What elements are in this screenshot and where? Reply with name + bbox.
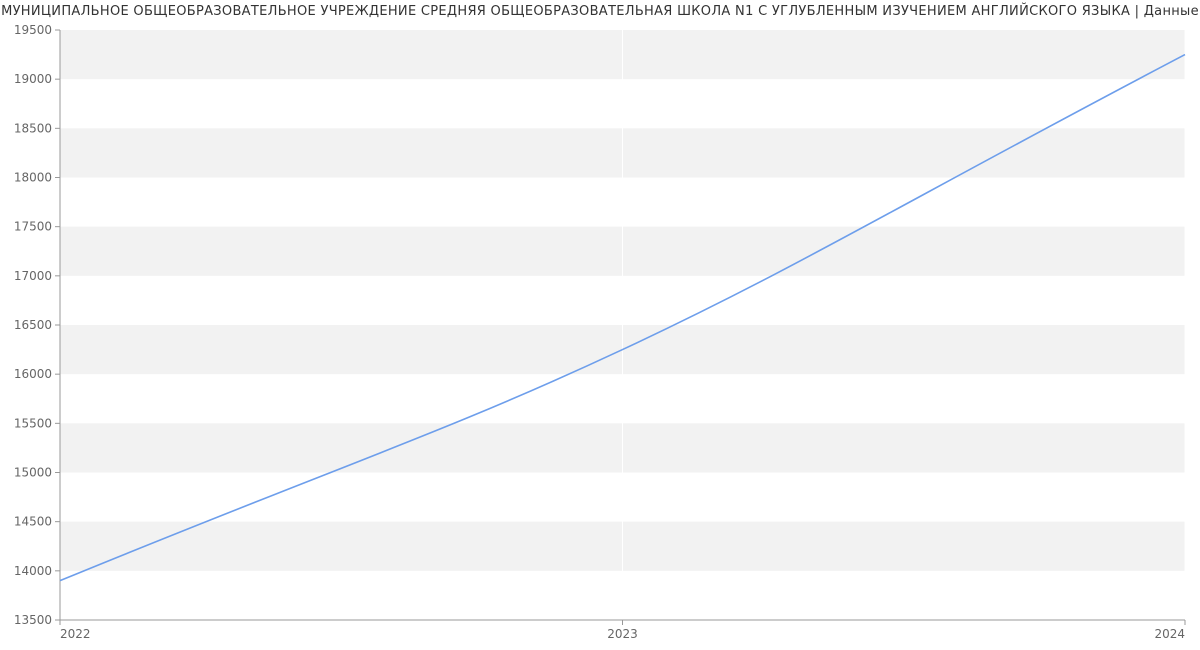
chart-svg: 13500 14000 14500 15000 15500 16000 16500 17000… [0,0,1200,650]
y-tick-label: 14500 [14,515,52,529]
y-tick-label: 16500 [14,318,52,332]
y-tick-label: 18500 [14,121,52,135]
x-tick-label: 2022 [60,627,91,641]
y-tick-label: 19000 [14,72,52,86]
y-tick-label: 18000 [14,171,52,185]
y-tick-label: 19500 [14,23,52,37]
y-tick-label: 13500 [14,613,52,627]
y-tick-label: 15000 [14,466,52,480]
y-tick-label: 14000 [14,564,52,578]
y-tick-label: 17000 [14,269,52,283]
y-tick-label: 16000 [14,367,52,381]
x-tick-label: 2024 [1154,627,1185,641]
y-tick-label: 15500 [14,416,52,430]
chart-container: МУНИЦИПАЛЬНОЕ ОБЩЕОБРАЗОВАТЕЛЬНОЕ УЧРЕЖД… [0,0,1200,650]
y-tick-label: 17500 [14,220,52,234]
x-tick-label: 2023 [607,627,638,641]
